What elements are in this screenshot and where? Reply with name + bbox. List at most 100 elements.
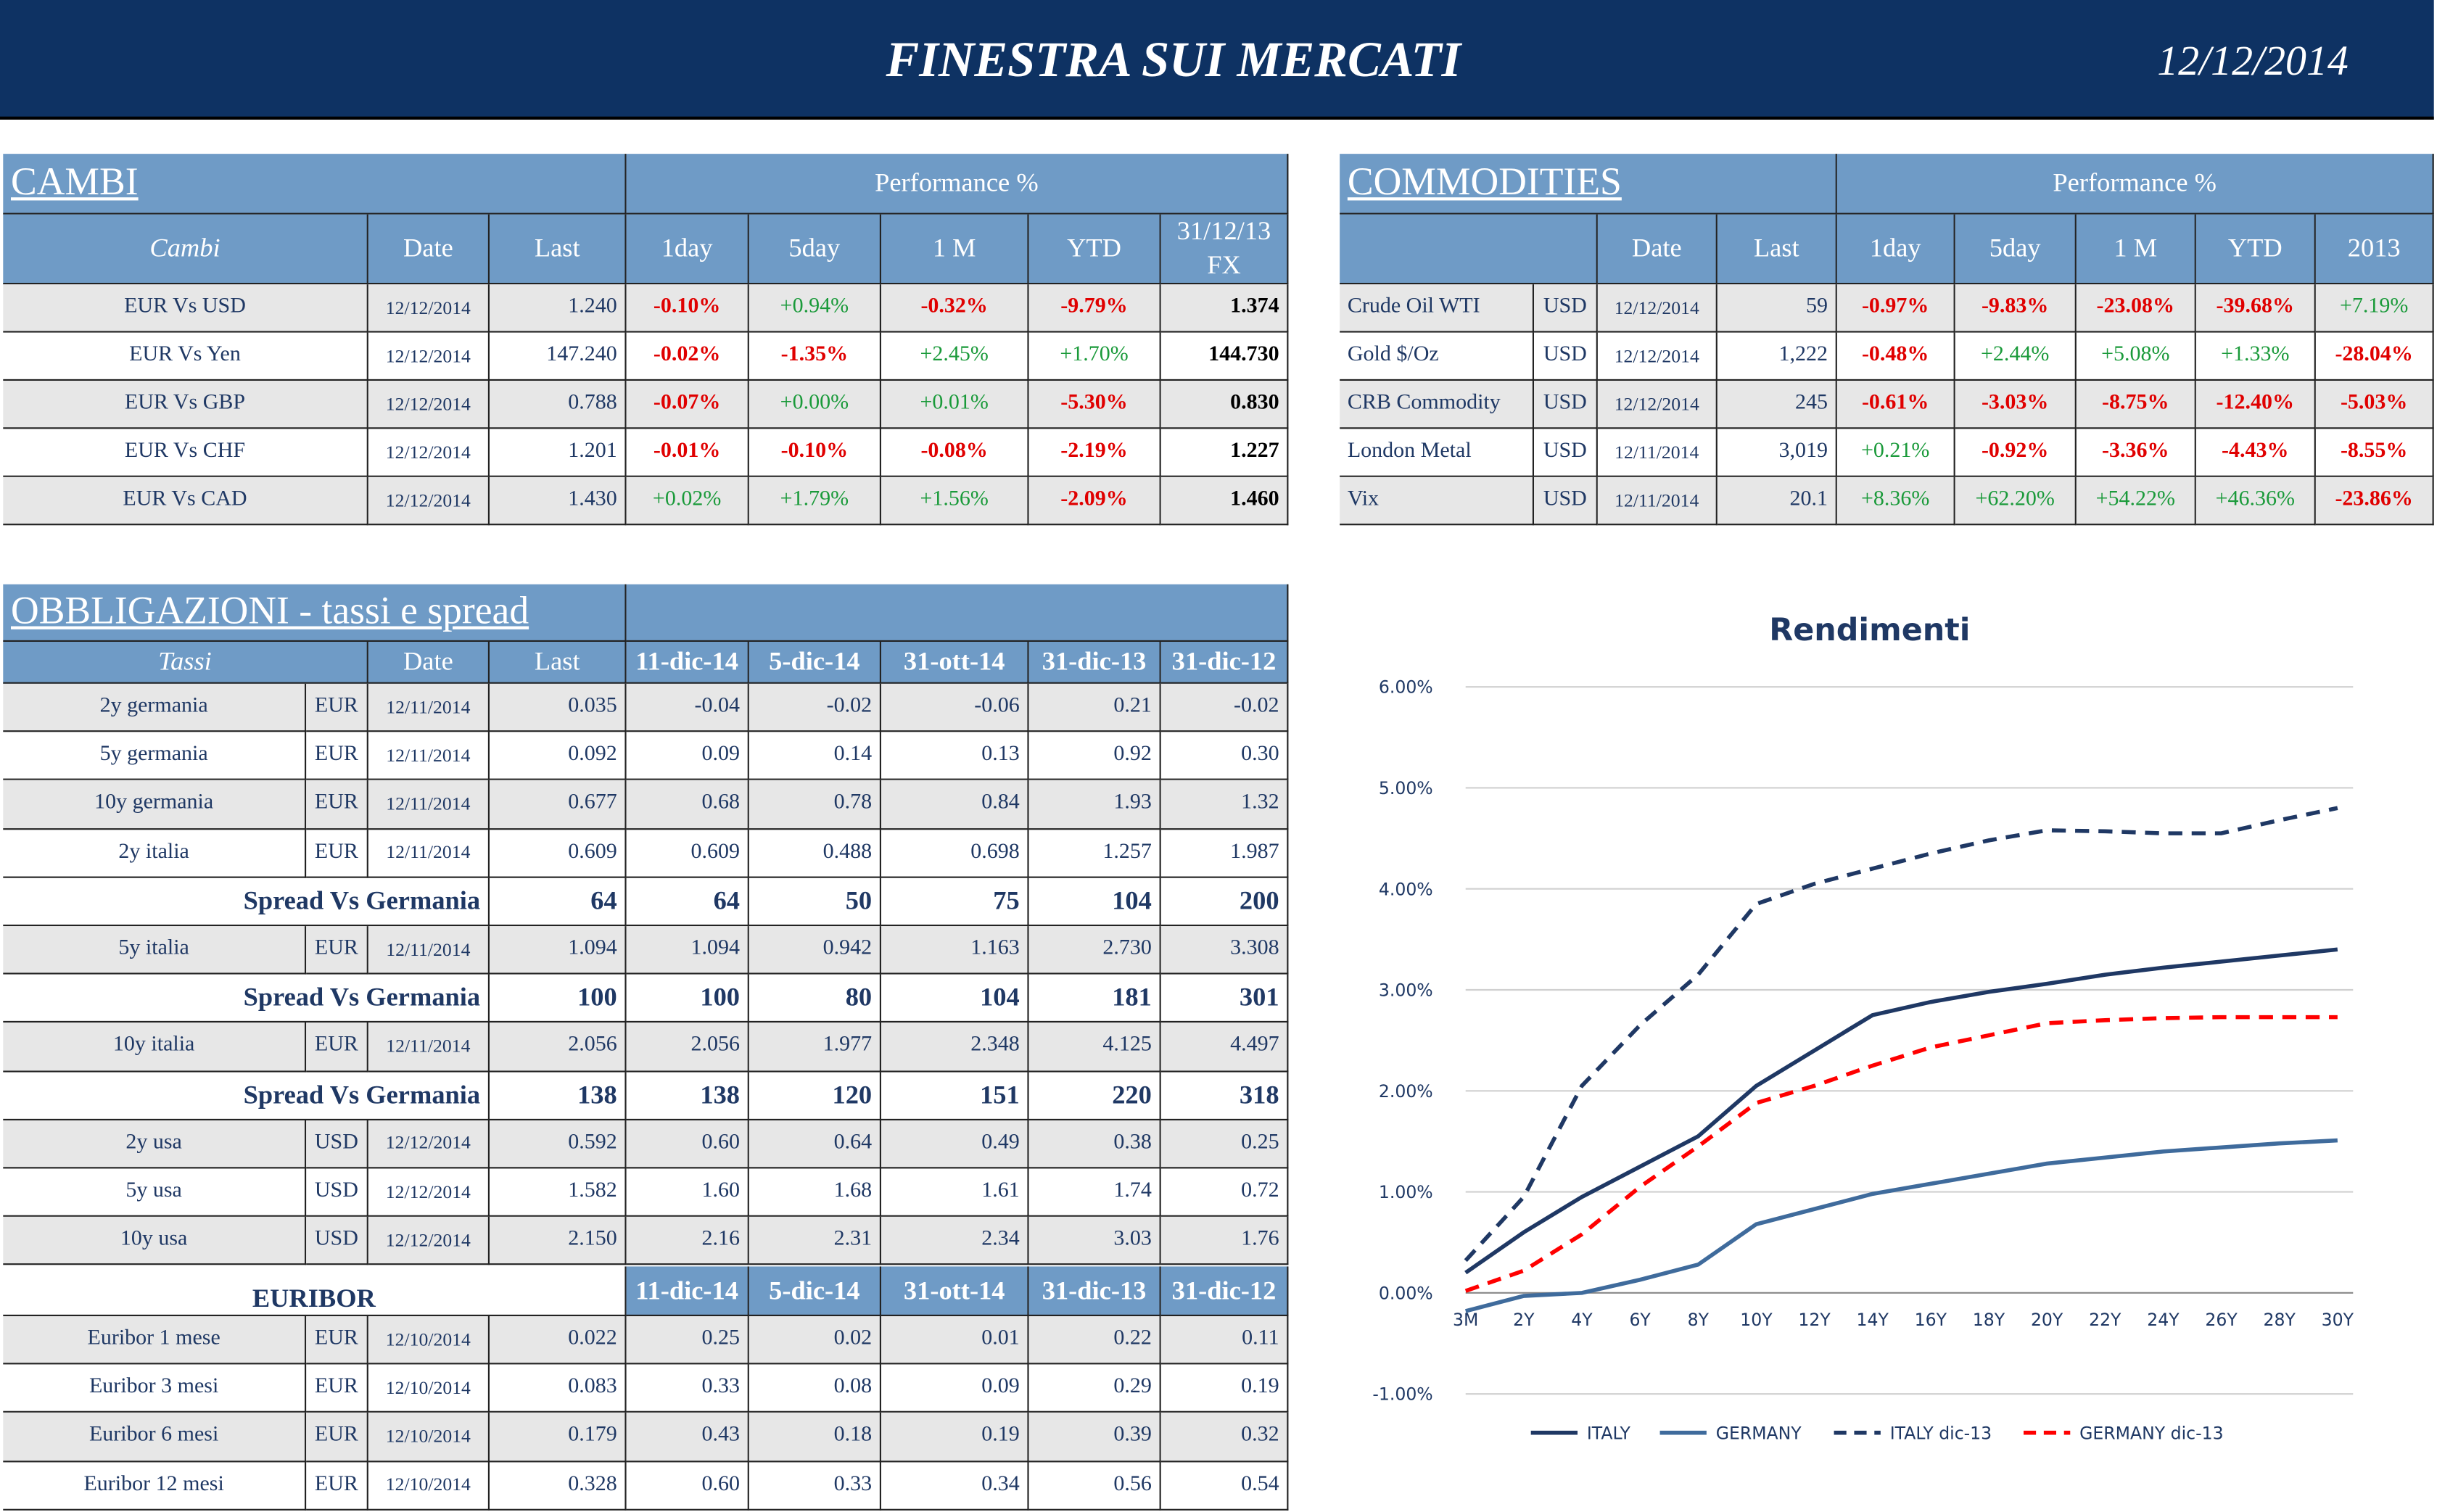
spread-label: Spread Vs Germania: [3, 974, 490, 1023]
x-tick-label: 8Y: [1688, 1310, 1710, 1330]
table-cell: 2y italia: [3, 829, 307, 878]
column-header: 31/12/13 FX: [1160, 214, 1289, 285]
table-cell: 12/10/2014: [368, 1364, 490, 1413]
table-cell: 0.72: [1160, 1168, 1289, 1218]
table-cell: 0.19: [1160, 1364, 1289, 1413]
table-cell: 2.056: [626, 1023, 749, 1072]
x-tick-label: 12Y: [1798, 1310, 1831, 1330]
column-header: Date: [368, 642, 490, 684]
table-cell: 245: [1717, 381, 1837, 429]
table-cell: 0.68: [626, 780, 749, 830]
table-cell: -0.92%: [1955, 429, 2077, 477]
table-cell: Gold $/Oz: [1340, 332, 1534, 381]
table-cell: 1,222: [1717, 332, 1837, 381]
y-tick-label: 1.00%: [1379, 1182, 1433, 1202]
table-cell: 0.49: [881, 1120, 1029, 1169]
series-line: [1464, 806, 2338, 1263]
table-cell: -23.86%: [2315, 476, 2434, 526]
spread-value: 104: [1028, 877, 1161, 927]
column-header: 5-dic-14: [749, 642, 881, 684]
table-cell: EUR: [306, 1023, 368, 1072]
column-header: Cambi: [3, 214, 368, 285]
table-cell: 12/11/2014: [1597, 429, 1718, 477]
table-cell: -39.68%: [2195, 284, 2316, 333]
chart: Rendimenti -1.00% 0.00% 1.00% 2.00% 3.00% 4.0…: [1372, 612, 2354, 1443]
spread-value: 75: [881, 877, 1029, 927]
spread-value: 50: [749, 877, 881, 927]
x-tick-label: 22Y: [2089, 1310, 2121, 1330]
table-cell: 1.163: [881, 926, 1029, 975]
table-cell: Euribor 3 mesi: [3, 1364, 307, 1413]
table-cell: London Metal: [1340, 429, 1534, 477]
header-band: [626, 584, 1289, 642]
column-header: 31-dic-12: [1160, 1266, 1289, 1316]
table-cell: 2.34: [881, 1217, 1029, 1266]
header-title: FINESTRA SUI MERCATI: [886, 30, 1461, 87]
spread-value: 301: [1160, 974, 1289, 1023]
section-title: EURIBOR: [3, 1266, 627, 1316]
table-cell: EUR: [306, 1316, 368, 1365]
table-cell: -12.40%: [2195, 381, 2316, 429]
header-bar: FINESTRA SUI MERCATI 12/12/2014: [0, 0, 2434, 120]
table-cell: USD: [1534, 284, 1598, 333]
table-cell: -5.03%: [2315, 381, 2434, 429]
table-cell: 1.374: [1160, 284, 1289, 333]
table-cell: 10y usa: [3, 1217, 307, 1266]
table-cell: 0.11: [1160, 1316, 1289, 1365]
table-cell: +5.08%: [2076, 332, 2196, 381]
table-cell: 1.094: [626, 926, 749, 975]
x-tick-label: 28Y: [2264, 1310, 2296, 1330]
table-cell: 12/12/2014: [368, 1168, 490, 1218]
performance-header: Performance %: [1836, 154, 2434, 215]
table-cell: -2.09%: [1028, 476, 1161, 526]
table-cell: EUR: [306, 1461, 368, 1511]
table-cell: 0.60: [626, 1461, 749, 1511]
column-header: YTD: [2195, 214, 2316, 285]
series-line: [1464, 947, 2338, 1275]
table-cell: 0.32: [1160, 1413, 1289, 1462]
table-cell: 1.68: [749, 1168, 881, 1218]
table-cell: 1.74: [1028, 1168, 1161, 1218]
column-header: 5day: [1955, 214, 2077, 285]
spread-value: 220: [1028, 1071, 1161, 1120]
table-cell: -8.75%: [2076, 381, 2196, 429]
table-cell: 3.308: [1160, 926, 1289, 975]
table-cell: EUR: [306, 732, 368, 781]
table-cell: 2.31: [749, 1217, 881, 1266]
table-cell: 0.18: [749, 1413, 881, 1462]
legend-label: ITALY: [1587, 1423, 1631, 1443]
table-cell: 0.179: [490, 1413, 627, 1462]
table-cell: 3.03: [1028, 1217, 1161, 1266]
table-cell: +46.36%: [2195, 476, 2316, 526]
table-cell: -9.79%: [1028, 284, 1161, 333]
table-cell: 0.328: [490, 1461, 627, 1511]
table-cell: EUR: [306, 1413, 368, 1462]
table-cell: -3.03%: [1955, 381, 2077, 429]
table-cell: -0.02: [749, 683, 881, 732]
table-cell: 1.987: [1160, 829, 1289, 878]
table-cell: -3.36%: [2076, 429, 2196, 477]
table-cell: +0.21%: [1836, 429, 1955, 477]
x-tick-label: 10Y: [1740, 1310, 1773, 1330]
table-cell: 0.02: [749, 1316, 881, 1365]
table-cell: EUR Vs CAD: [3, 476, 368, 526]
column-header: 11-dic-14: [626, 642, 749, 684]
spread-value: 151: [881, 1071, 1029, 1120]
table-cell: 0.54: [1160, 1461, 1289, 1511]
table-cell: -28.04%: [2315, 332, 2434, 381]
table-cell: 2.16: [626, 1217, 749, 1266]
table-cell: 0.083: [490, 1364, 627, 1413]
column-header: 2013: [2315, 214, 2434, 285]
table-cell: -0.08%: [881, 429, 1029, 477]
legend-label: GERMANY: [1716, 1423, 1802, 1443]
table-cell: 0.14: [749, 732, 881, 781]
table-cell: 0.592: [490, 1120, 627, 1169]
table-cell: 0.022: [490, 1316, 627, 1365]
spread-value: 318: [1160, 1071, 1289, 1120]
table-cell: 0.08: [749, 1364, 881, 1413]
table-cell: 0.788: [490, 381, 627, 429]
table-cell: +2.45%: [881, 332, 1029, 381]
column-header: Last: [490, 214, 627, 285]
section-title: CAMBI: [3, 154, 627, 215]
